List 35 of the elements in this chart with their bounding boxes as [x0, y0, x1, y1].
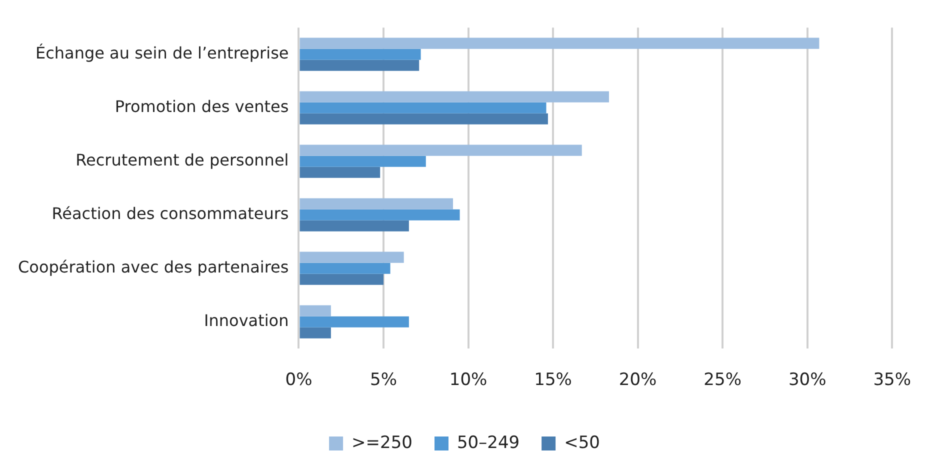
y-tick-label: Réaction des consommateurs [52, 204, 289, 224]
legend-label: 50–249 [456, 432, 520, 453]
x-tick-label: 20% [618, 370, 657, 390]
bar [300, 220, 409, 232]
bar [300, 91, 609, 102]
y-tick-label: Coopération avec des partenaires [18, 258, 289, 277]
bar [300, 316, 409, 328]
x-tick-label: 10% [449, 370, 488, 390]
bar [300, 166, 380, 178]
bar [300, 113, 548, 124]
legend-label: >=250 [352, 432, 412, 453]
x-tick-label: 5% [370, 370, 397, 390]
x-tick-label: 15% [534, 370, 572, 390]
legend-label: <50 [564, 432, 600, 453]
bar [300, 305, 331, 316]
x-tick-label: 30% [788, 370, 826, 390]
x-tick-label: 25% [704, 370, 742, 390]
bar [300, 274, 384, 285]
bar [300, 38, 820, 49]
bar [300, 156, 426, 167]
y-tick-label: Promotion des ventes [114, 97, 289, 116]
y-tick-label: Échange au sein de l’entreprise [35, 44, 289, 63]
x-tick-label: 35% [873, 370, 912, 390]
bar [300, 144, 582, 156]
bar [300, 327, 331, 338]
bar [300, 262, 390, 274]
bar [300, 48, 421, 60]
bar [300, 198, 454, 210]
bar [300, 209, 460, 220]
x-tick-label: 0% [285, 370, 312, 390]
y-tick-label: Recrutement de personnel [76, 150, 289, 170]
bar [300, 252, 404, 263]
y-tick-label: Innovation [204, 311, 289, 330]
bar [300, 102, 546, 114]
bar [300, 60, 420, 71]
